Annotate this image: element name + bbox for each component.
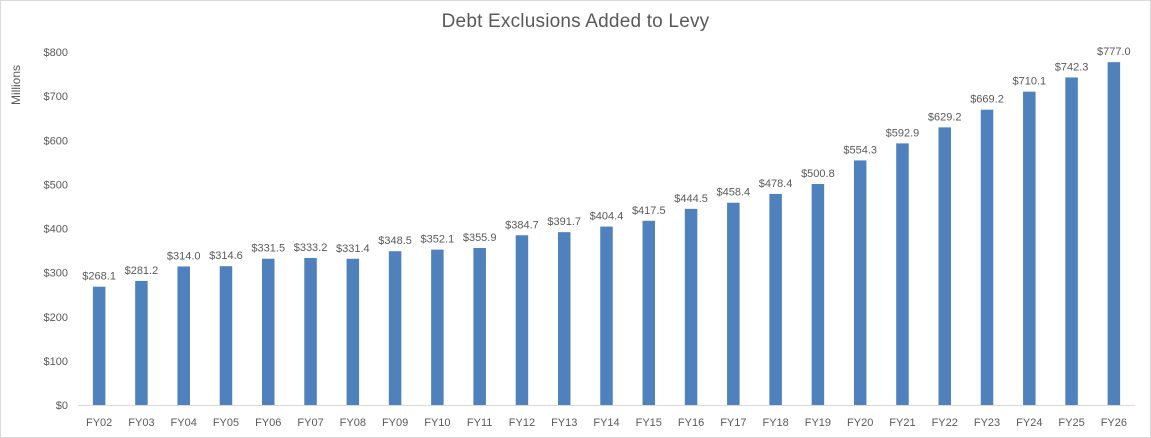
x-tick-label: FY04	[171, 417, 197, 429]
bar	[1107, 62, 1121, 406]
y-tick-label: $800	[44, 47, 68, 59]
y-tick-label: $200	[44, 312, 68, 324]
x-tick-label: FY22	[932, 417, 958, 429]
data-label: $629.2	[928, 111, 962, 123]
bar	[769, 193, 782, 405]
bar	[938, 127, 951, 405]
bar	[1023, 91, 1036, 406]
data-label: $268.1	[82, 271, 116, 283]
bar	[811, 184, 825, 405]
data-label: $478.4	[759, 178, 793, 190]
bar	[388, 251, 402, 405]
data-label: $391.7	[547, 216, 581, 228]
data-label: $384.7	[505, 219, 539, 231]
x-tick-label: FY10	[424, 417, 450, 429]
data-label: $348.5	[378, 235, 412, 247]
x-tick-label: FY21	[889, 417, 915, 429]
x-tick-label: FY13	[551, 417, 577, 429]
data-label: $314.0	[167, 250, 201, 262]
x-tick-label: FY26	[1101, 417, 1127, 429]
bar	[92, 286, 106, 405]
y-tick-label: $300	[44, 268, 68, 280]
data-label: $331.4	[336, 243, 370, 255]
y-tick-label: $0	[56, 400, 68, 412]
data-label: $742.3	[1055, 61, 1089, 73]
data-label: $314.6	[209, 250, 243, 262]
x-tick-label: FY16	[678, 417, 704, 429]
data-label: $404.4	[590, 211, 624, 223]
data-label: $331.5	[251, 243, 285, 255]
bar	[684, 208, 698, 405]
x-tick-label: FY17	[720, 417, 746, 429]
y-tick-label: $400	[44, 224, 68, 236]
bar	[896, 143, 909, 405]
bar	[853, 160, 867, 405]
data-label: $355.9	[463, 232, 497, 244]
bar	[980, 109, 994, 405]
bar	[304, 257, 317, 405]
data-label: $554.3	[843, 144, 877, 156]
x-tick-label: FY20	[847, 417, 873, 429]
x-tick-label: FY11	[467, 417, 492, 429]
chart-title: Debt Exclusions Added to Levy	[441, 11, 710, 32]
bar	[642, 220, 656, 405]
x-tick-label: FY23	[974, 417, 1000, 429]
x-tick-label: FY12	[509, 417, 535, 429]
x-tick-label: FY05	[213, 417, 239, 429]
bar	[600, 226, 613, 405]
bar	[135, 280, 148, 405]
y-tick-label: $100	[44, 356, 68, 368]
data-label: $669.2	[970, 94, 1004, 106]
y-tick-label: $600	[44, 135, 68, 147]
bar	[727, 202, 740, 405]
y-tick-label: $500	[44, 179, 68, 191]
x-tick-label: FY15	[636, 417, 662, 429]
bar	[1065, 77, 1078, 405]
x-tick-label: FY06	[255, 417, 281, 429]
x-tick-label: FY08	[340, 417, 366, 429]
data-label: $352.1	[421, 234, 455, 246]
y-tick-label: $700	[44, 91, 68, 103]
bar	[473, 247, 486, 405]
x-tick-label: FY03	[128, 417, 154, 429]
data-label: $444.5	[674, 193, 708, 205]
x-tick-label: FY19	[805, 417, 831, 429]
x-tick-label: FY09	[382, 417, 408, 429]
data-label: $710.1	[1012, 76, 1046, 88]
bar	[515, 235, 529, 405]
x-tick-label: FY07	[297, 417, 323, 429]
x-tick-label: FY02	[86, 417, 112, 429]
data-label: $458.4	[717, 187, 751, 199]
data-label: $592.9	[886, 127, 920, 139]
bar	[557, 232, 571, 405]
data-label: $500.8	[801, 168, 835, 180]
data-label: $777.0	[1097, 46, 1131, 58]
data-label: $333.2	[294, 242, 328, 254]
data-label: $281.2	[125, 265, 159, 277]
x-tick-label: FY18	[762, 417, 788, 429]
x-tick-label: FY24	[1016, 417, 1042, 429]
bar	[177, 266, 190, 405]
bar	[262, 258, 275, 405]
x-tick-label: FY14	[593, 417, 619, 429]
bar	[346, 258, 360, 405]
x-tick-label: FY25	[1058, 417, 1084, 429]
bar	[431, 249, 444, 405]
data-label: $417.5	[632, 205, 666, 217]
bar	[219, 266, 233, 405]
